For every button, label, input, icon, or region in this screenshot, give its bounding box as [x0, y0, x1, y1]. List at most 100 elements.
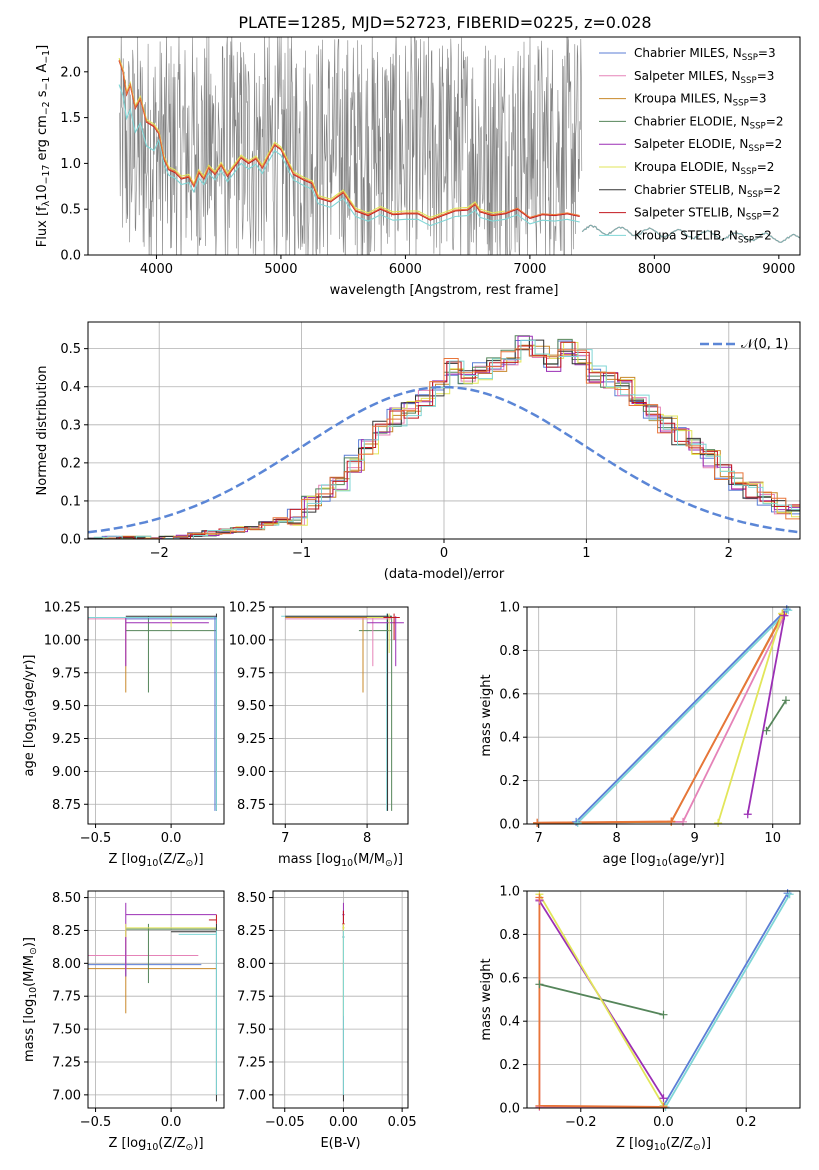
y-tick-label: 0.4	[499, 731, 520, 746]
y-tick-label: 8.50	[52, 891, 81, 906]
y-axis-label: mass weight	[479, 958, 494, 1040]
y-tick-label: 0.8	[499, 928, 520, 943]
axes-frame	[526, 606, 801, 825]
legend-entry: Chabrier STELIB, NSSP=2	[634, 183, 781, 200]
model-spectrum	[118, 59, 580, 220]
mass-weight-line	[746, 615, 786, 815]
label-part: (Z/Z	[158, 852, 185, 867]
residual-histogram	[90, 348, 800, 539]
data-marker	[743, 810, 752, 819]
label-part: Z [log	[108, 852, 146, 867]
label-part: 10	[341, 858, 353, 869]
label-part: Kroupa ELODIE, N	[634, 160, 741, 174]
data-marker	[781, 696, 790, 705]
y-tick-label: 9.00	[237, 765, 266, 780]
label-part: (age/yr)]	[22, 655, 37, 712]
y-tick-label: 0.6	[499, 687, 520, 702]
residual-histogram	[88, 348, 800, 539]
x-axis-label: wavelength [Angstrom, rest frame]	[330, 283, 559, 298]
label-part: Chabrier ELODIE, N	[634, 114, 750, 128]
residual-histogram	[93, 339, 800, 539]
y-tick-label: 0.8	[499, 644, 520, 659]
data-marker	[535, 1101, 544, 1110]
x-tick-label: −1	[292, 546, 311, 561]
label-part: (age/yr)]	[668, 852, 725, 867]
label-part: age [log	[603, 852, 656, 867]
label-part: 10	[28, 987, 39, 999]
mass-weight-line	[537, 615, 786, 824]
y-tick-label: 0.2	[499, 1058, 520, 1073]
axes-frame	[272, 890, 409, 1109]
label-part: Chabrier MILES, N	[634, 46, 742, 60]
x-tick-label: −0.2	[565, 1115, 597, 1130]
figure-title: PLATE=1285, MJD=52723, FIBERID=0225, z=0…	[238, 13, 651, 32]
label-part: 10	[656, 858, 668, 869]
spectrum-panel: 4000 5000 6000 7000 8000 9000 0.0 0.5 1.0 1.5 2.0 w…	[35, 36, 801, 298]
mass-weight-line	[538, 893, 665, 1107]
y-tick-label: 1.5	[60, 111, 81, 126]
y-axis-label: mass [log10(M/M⊙)]	[22, 937, 39, 1062]
data-marker	[780, 611, 789, 620]
y-tick-label: 0.6	[499, 971, 520, 986]
y-tick-label: 9.50	[52, 699, 81, 714]
legend-entry: Salpeter ELODIE, NSSP=2	[634, 137, 782, 154]
data-marker	[784, 606, 793, 615]
label-part: =2	[766, 114, 784, 128]
residual-histogram	[90, 335, 800, 539]
x-tick-label: −0.05	[265, 1115, 305, 1130]
plot-area	[88, 335, 800, 539]
y-axis-label: Flux [fλ10−17 erg cm−2 s−1 A−1]	[35, 45, 52, 247]
label-part: SSP	[741, 167, 757, 177]
label-part: SSP	[746, 213, 762, 223]
label-part: =2	[762, 206, 780, 220]
x-tick-label: 7000	[513, 262, 546, 277]
y-axis-label: Normed distribution	[35, 366, 50, 496]
label-part: Z [log	[616, 1136, 654, 1151]
residuals-panel: −2 −1 0 1 2 0.0 0.1 0.2 0.3 0.4 0.5 (data-model)/er…	[35, 321, 801, 582]
data-marker	[783, 889, 792, 898]
y-tick-label: 9.75	[237, 666, 266, 681]
y-tick-label: 10.25	[44, 601, 81, 616]
x-tick-label: 0	[440, 546, 448, 561]
label-part: SSP	[747, 190, 763, 200]
y-tick-label: 9.25	[237, 732, 266, 747]
label-part: SSP	[738, 235, 754, 245]
legend-entry: Salpeter MILES, NSSP=3	[634, 69, 774, 86]
y-tick-label: 10.00	[44, 633, 81, 648]
label-part: Salpeter ELODIE, N	[634, 137, 748, 151]
x-tick-label: 5000	[264, 262, 297, 277]
plot-area	[118, 37, 800, 255]
y-tick-label: 0.0	[499, 818, 520, 833]
label-part: SSP	[750, 121, 766, 131]
label-part: ⊙	[186, 858, 194, 869]
y-tick-label: 9.50	[237, 699, 266, 714]
label-part: −1	[41, 77, 52, 91]
legend-entry: Salpeter STELIB, NSSP=2	[634, 206, 780, 223]
mass-vs-ebv-panel: −0.05 0.00 0.05 7.00 7.25 7.50 7.75 8.00 8.25 8.5…	[237, 890, 417, 1151]
age-vs-mass-panel: 7 8 8.75 9.00 9.25 9.50 9.75 10.00 10.25 mass [lo…	[229, 601, 409, 869]
y-tick-label: 9.25	[52, 732, 81, 747]
data-marker	[785, 890, 794, 899]
residual-histogram	[90, 341, 800, 539]
y-tick-label: 7.25	[237, 1055, 266, 1070]
x-tick-label: 7	[535, 831, 543, 846]
label-part: =3	[757, 69, 775, 83]
mass-vs-metallicity-panel: −0.5 0.0 7.00 7.25 7.50 7.75 8.00 8.25 8.50 Z [lo…	[22, 890, 225, 1153]
x-axis-label: Z [log10(Z/Z⊙)]	[108, 852, 203, 869]
legend-entry: Kroupa MILES, NSSP=3	[634, 92, 767, 109]
x-tick-label: 4000	[140, 262, 173, 277]
y-axis-label: mass weight	[479, 674, 494, 756]
label-part: Salpeter MILES, N	[634, 69, 741, 83]
label-part: 10	[146, 1142, 158, 1153]
mass-weight-line	[575, 608, 788, 823]
age-vs-metallicity-panel: −0.5 0.0 8.75 9.00 9.25 9.50 9.75 10.00 10.25 Z […	[22, 601, 225, 869]
label-part: )]	[22, 937, 37, 947]
data-marker	[679, 817, 687, 826]
label-part: mass [log	[278, 852, 341, 867]
axes-frame	[87, 890, 225, 1109]
label-part: )]	[193, 1136, 203, 1151]
label-part: Chabrier STELIB, N	[634, 183, 747, 197]
label-part: )]	[193, 852, 203, 867]
label-part: Salpeter STELIB, N	[634, 206, 746, 220]
